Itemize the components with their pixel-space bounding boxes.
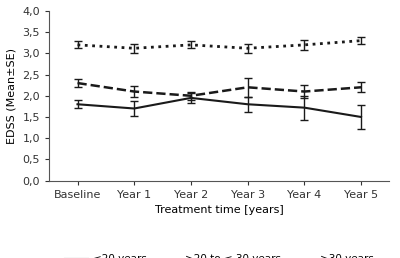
X-axis label: Treatment time [years]: Treatment time [years]: [155, 205, 284, 215]
Legend: ≤20 years, >20 to ≤ 30 years, >30 years: ≤20 years, >20 to ≤ 30 years, >30 years: [61, 250, 378, 258]
Y-axis label: EDSS (Mean±SE): EDSS (Mean±SE): [7, 48, 17, 144]
